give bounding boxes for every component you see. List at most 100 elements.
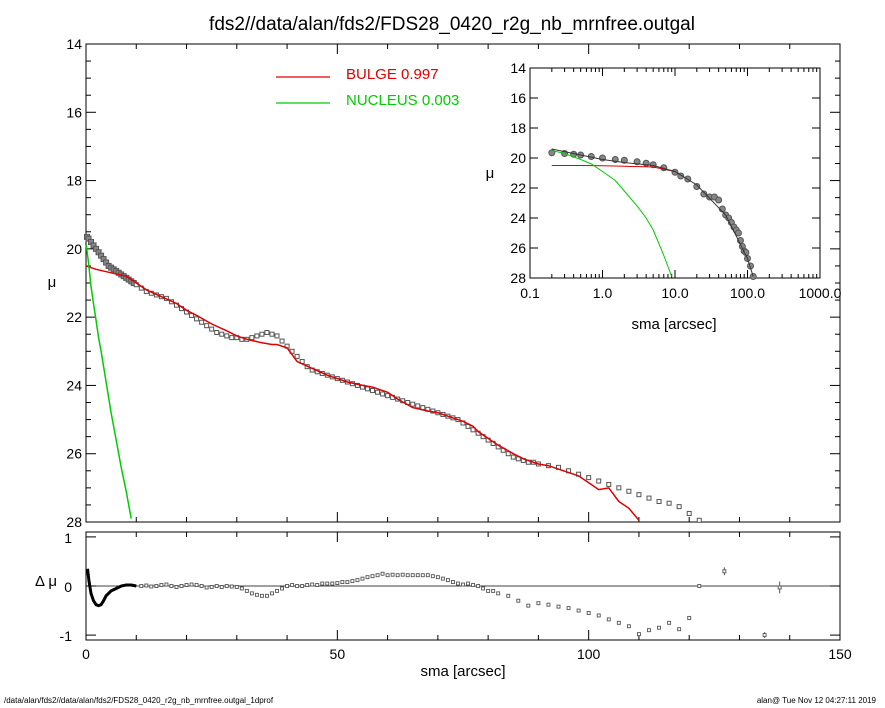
residual-point [184,583,189,587]
main-y-tick-label: 14 [66,36,82,52]
residual-point [697,584,702,588]
residual-x-tick-label: 100 [577,646,601,662]
residual-point [370,574,375,579]
residual-point [159,583,164,587]
residual-point [491,588,496,593]
residual-point [214,584,219,588]
residual-point [234,585,239,589]
bulge-model-line [85,265,640,521]
residual-point [290,583,295,587]
residual-point [209,585,214,589]
residual-point [596,613,601,618]
main-x-axis [85,44,841,522]
residual-point [405,573,410,578]
main-data-point [380,391,386,397]
residual-point [576,608,581,613]
main-data-point [415,403,421,409]
main-data-point [259,331,265,337]
residual-point [224,584,229,588]
residual-x-tick-label: 150 [828,646,852,662]
residual-point [476,584,481,588]
main-y-tick-label: 18 [66,173,82,189]
main-y-tick-label: 26 [66,446,82,462]
main-data-point [636,492,642,498]
residual-point [456,581,460,586]
residual-point [466,581,470,586]
inset-plot-frame [529,67,821,279]
residual-point [420,573,425,578]
inset-y-tick-label: 22 [510,180,526,196]
inset-x-tick-label: 100.0 [730,285,765,301]
inset-total-model-line [551,148,754,277]
main-data-point [410,401,416,407]
main-data-point [219,331,225,337]
inset-y-tick-label: 26 [510,240,526,256]
residual-x-axis: 0 50 100 150 [82,532,852,662]
inset-x-tick-label: 1000.0 [799,285,842,301]
residual-point [667,620,672,625]
residual-series-layer [86,567,840,639]
residual-point [450,580,455,585]
inset-x-tick-label: 10.0 [661,285,688,301]
residual-point [350,579,355,584]
residual-point [566,606,571,611]
residual-point [169,584,174,588]
inset-data-point [700,190,708,198]
residual-point [657,625,661,630]
footer-timestamp: alan@ Tue Nov 12 04:27:11 2019 [757,696,877,705]
residual-point [677,627,682,632]
main-data-point [279,338,285,344]
main-data-point [676,504,682,510]
residual-point [390,572,395,577]
residual-point [285,584,290,588]
residual-error-point [762,633,767,638]
residual-point [435,575,440,580]
main-y-tick-label: 28 [66,514,82,530]
main-data-point [194,316,200,322]
residual-point [204,585,209,590]
residual-point [265,593,269,598]
residual-point [355,578,360,583]
main-data-point [269,331,275,337]
residual-point [325,581,330,586]
residual-point [259,593,264,598]
residual-point [486,588,491,593]
residual-point [179,584,184,588]
residual-point [189,582,194,587]
residual-point [496,591,501,596]
residual-point [270,591,274,596]
inset-data-point [620,156,628,164]
residual-point [606,617,611,622]
inset-y-tick-label: 18 [510,120,526,136]
inset-x-axis: 0.1 1.0 10.0 100.0 1000.0 [520,68,842,301]
residual-point [345,580,350,585]
main-panel: 14 16 18 20 22 24 26 28 μ BULGE 0.997 NUCLEUS 0… [48,36,841,530]
main-data-point [656,499,662,505]
residual-point [430,574,435,579]
residual-point [410,573,415,578]
residual-point [280,586,284,591]
residual-point [586,611,591,615]
residual-point [360,576,365,581]
inset-y-tick-label: 14 [510,60,526,76]
main-y-axis-label: μ [48,274,57,291]
residual-point [219,585,224,589]
main-data-point [249,335,255,341]
residual-point [380,571,385,576]
residual-point [536,601,541,606]
residual-point [516,598,521,603]
residual-point [335,581,340,586]
inset-x-tick-label: 0.1 [520,285,540,301]
residual-point [445,578,450,583]
main-data-point [686,510,692,516]
residual-point [330,581,335,586]
residual-point [229,584,234,589]
residual-y-tick-label: 1 [64,530,72,546]
main-data-point [510,454,516,460]
main-data-point [370,388,376,394]
main-y-tick-label: 22 [66,309,82,325]
residual-point [506,593,511,598]
main-series-layer [84,233,702,523]
main-data-point [666,500,672,506]
